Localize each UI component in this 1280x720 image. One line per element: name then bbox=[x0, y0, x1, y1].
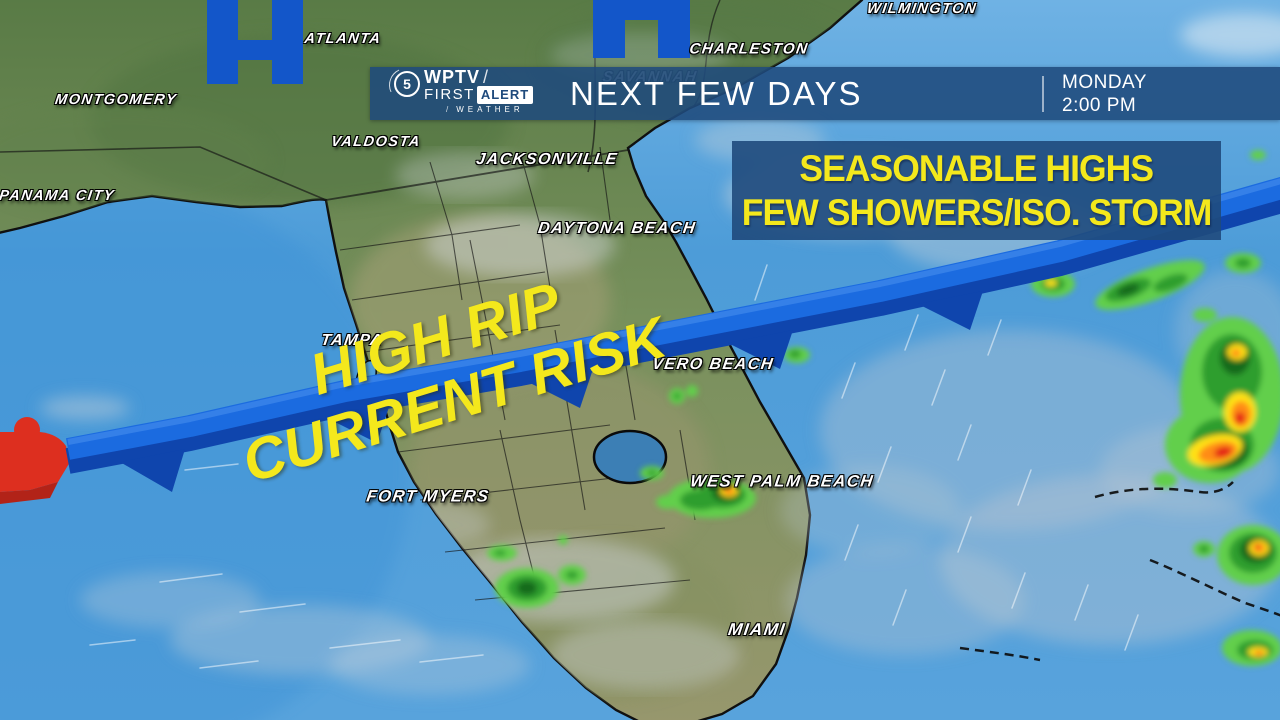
advisory-line2: FEW SHOWERS/ISO. STORM bbox=[741, 191, 1213, 233]
city-label-montgomery: MONTGOMERY bbox=[53, 92, 179, 108]
logo-first: FIRST bbox=[424, 85, 475, 103]
city-label-charleston: CHARLESTON bbox=[688, 40, 810, 58]
advisory-line1: SEASONABLE HIGHS bbox=[799, 147, 1155, 189]
channel-5-icon: 5 bbox=[394, 70, 420, 97]
city-label-atlanta: ATLANTA bbox=[303, 31, 383, 47]
station-name: WPTV bbox=[424, 66, 480, 87]
logo-slash2: / bbox=[446, 104, 453, 114]
city-label-panama-city: PANAMA CITY bbox=[0, 188, 116, 204]
timestamp-time: 2:00 PM bbox=[1062, 94, 1137, 116]
city-label-fort-myers: FORT MYERS bbox=[365, 487, 491, 506]
advisory-box: SEASONABLE HIGHS FEW SHOWERS/ISO. STORM bbox=[732, 141, 1221, 240]
timestamp: MONDAY 2:00 PM bbox=[1062, 71, 1280, 117]
island-outlines bbox=[959, 481, 1280, 662]
wind-streaks bbox=[89, 264, 1139, 669]
logo-weather: WEATHER bbox=[456, 104, 524, 114]
logo-slash: / bbox=[483, 66, 490, 87]
header-banner: 5 WPTV / FIRST ALERT / WEATHER NEXT FEW DA… bbox=[370, 67, 1280, 120]
city-label-valdosta: VALDOSTA bbox=[330, 134, 422, 150]
timestamp-day: MONDAY bbox=[1062, 71, 1147, 93]
banner-timestamp-block: MONDAY 2:00 PM bbox=[1042, 67, 1280, 120]
logo-text: WPTV / FIRST ALERT / WEATHER bbox=[424, 66, 534, 114]
warm-front-symbol bbox=[0, 417, 70, 504]
city-label-west-palm-beach: WEST PALM BEACH bbox=[689, 472, 876, 491]
city-label-wilmington: WILMINGTON bbox=[865, 1, 979, 17]
channel-number: 5 bbox=[403, 75, 411, 92]
wptv-first-alert-weather-logo: 5 WPTV / FIRST ALERT / WEATHER bbox=[392, 66, 544, 119]
high-pressure-icon bbox=[593, 0, 690, 58]
page-title: NEXT FEW DAYS bbox=[570, 74, 863, 112]
city-label-jacksonville: JACKSONVILLE bbox=[475, 151, 620, 168]
high-pressure-icon bbox=[207, 0, 303, 84]
cold-front-symbol bbox=[68, 180, 1280, 492]
city-label-miami: MIAMI bbox=[726, 620, 788, 639]
divider bbox=[1042, 75, 1044, 112]
logo-alert-badge: ALERT bbox=[476, 85, 534, 104]
